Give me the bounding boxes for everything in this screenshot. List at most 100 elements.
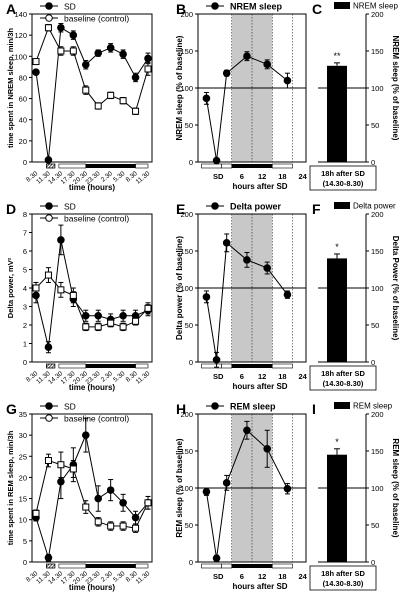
- legend-marker-baseline: [45, 214, 53, 222]
- x-tick-label: 12: [258, 372, 266, 381]
- data-point-sd: [44, 553, 53, 562]
- y-tick-label: 150: [180, 447, 193, 456]
- data-point-baseline: [144, 304, 152, 312]
- data-point-baseline: [107, 319, 115, 327]
- data-point-sd: [94, 494, 103, 503]
- dark-period-bar: [85, 564, 136, 568]
- y-axis-label: REM sleep (% of baseline): [175, 438, 184, 537]
- light-period-bar: [221, 363, 233, 369]
- data-point-baseline: [144, 65, 152, 73]
- legend-swatch: [334, 402, 350, 409]
- legend-label: NREM sleep: [353, 2, 398, 11]
- data-point-baseline: [44, 457, 52, 465]
- sd-period-hatch-stroke: [51, 164, 56, 169]
- series-line: [205, 55, 288, 161]
- y-tick-label: 120: [14, 31, 27, 40]
- x-axis-label: hours after SD: [232, 382, 287, 391]
- y-axis-label: time spent in REM sleep, min/3h: [6, 430, 15, 545]
- sd-period-hatch-stroke: [48, 163, 53, 169]
- y-tick-label: 50: [371, 321, 379, 330]
- data-point-sd: [94, 311, 103, 320]
- legend-marker: [211, 402, 219, 410]
- x-axis-label: time (hours): [69, 383, 116, 392]
- data-point: [212, 554, 221, 563]
- y-tick-label: 0: [371, 558, 375, 567]
- x-tick-label: 11.30: [135, 570, 152, 586]
- data-point-baseline: [132, 524, 140, 532]
- x-axis-label: hours after SD: [232, 182, 287, 191]
- plot-frame: [31, 213, 153, 363]
- y-tick-label: 150: [371, 447, 384, 456]
- y-tick-label: 50: [371, 521, 379, 530]
- data-point-sd: [81, 60, 90, 69]
- x-tick-label: 2.30: [100, 170, 114, 184]
- x-tick-label: 5.30: [112, 370, 126, 384]
- series-line: [205, 241, 288, 360]
- series-line: [205, 429, 288, 559]
- data-point: [263, 444, 271, 453]
- data-point-baseline: [69, 465, 77, 473]
- legend-label: Delta power: [353, 202, 396, 211]
- data-point-sd: [57, 236, 65, 244]
- significance-marker: *: [335, 437, 339, 447]
- legend-swatch: [334, 202, 350, 209]
- data-point-baseline: [119, 97, 127, 105]
- y-tick-label: 0: [189, 158, 193, 167]
- data-point: [243, 52, 251, 60]
- legend-label: SD: [64, 202, 76, 212]
- data-point-baseline: [94, 323, 102, 331]
- legend-label: baseline (control): [64, 414, 129, 424]
- legend-label: Delta power: [230, 202, 282, 212]
- x-tick-label: 24: [298, 372, 307, 381]
- y-tick-label: 35: [19, 410, 27, 419]
- legend-marker-sd: [45, 2, 53, 10]
- x-tick-label: 6: [240, 372, 244, 381]
- y-tick-label: 30: [19, 431, 27, 440]
- sd-period-hatch-stroke: [48, 363, 53, 369]
- y-tick-label: 8: [23, 210, 27, 219]
- data-point: [243, 426, 251, 435]
- sd-period-bar: [201, 563, 222, 569]
- x-tick-label: 18: [278, 372, 286, 381]
- y-tick-label: 150: [180, 47, 193, 56]
- y-axis-label: NREM sleep (% of baseline): [391, 36, 400, 141]
- panel-letter: I: [312, 401, 316, 417]
- y-tick-label: 0: [23, 358, 27, 367]
- data-point-sd: [131, 73, 140, 82]
- data-point-sd: [81, 431, 90, 439]
- legend-label: REM sleep: [353, 402, 393, 411]
- x-tick-label: 11.30: [135, 370, 152, 386]
- data-point-baseline: [57, 47, 65, 55]
- y-tick-label: 100: [371, 484, 384, 493]
- y-tick-label: 200: [180, 10, 193, 19]
- data-point-baseline: [132, 317, 140, 325]
- y-tick-label: 50: [371, 121, 379, 130]
- bar: [327, 454, 347, 562]
- data-point-sd: [106, 486, 115, 494]
- legend-marker-sd: [45, 202, 53, 210]
- y-tick-label: 0: [189, 558, 193, 567]
- series-line-baseline: [35, 459, 149, 529]
- y-tick-label: 0: [371, 358, 375, 367]
- y-tick-label: 200: [371, 210, 384, 219]
- x-tick-label: 6: [240, 172, 244, 181]
- y-tick-label: 80: [19, 73, 27, 82]
- significance-marker: *: [335, 242, 339, 252]
- data-point: [243, 256, 251, 264]
- x-tick-label: 12: [258, 572, 266, 581]
- data-point: [202, 293, 211, 301]
- data-point-baseline: [119, 522, 127, 530]
- data-point-baseline: [82, 503, 90, 511]
- plot-frame: [31, 413, 153, 563]
- y-tick-label: 100: [371, 284, 384, 293]
- data-point-sd: [119, 311, 127, 320]
- light-period-bar: [135, 363, 149, 369]
- y-tick-label: 60: [19, 95, 27, 104]
- y-tick-label: 2: [23, 321, 27, 330]
- sd-period-hatch-stroke: [51, 564, 56, 569]
- category-label-box: [309, 565, 377, 591]
- y-tick-label: 200: [180, 410, 193, 419]
- light-period-bar: [221, 163, 233, 169]
- y-tick-label: 10: [19, 516, 27, 525]
